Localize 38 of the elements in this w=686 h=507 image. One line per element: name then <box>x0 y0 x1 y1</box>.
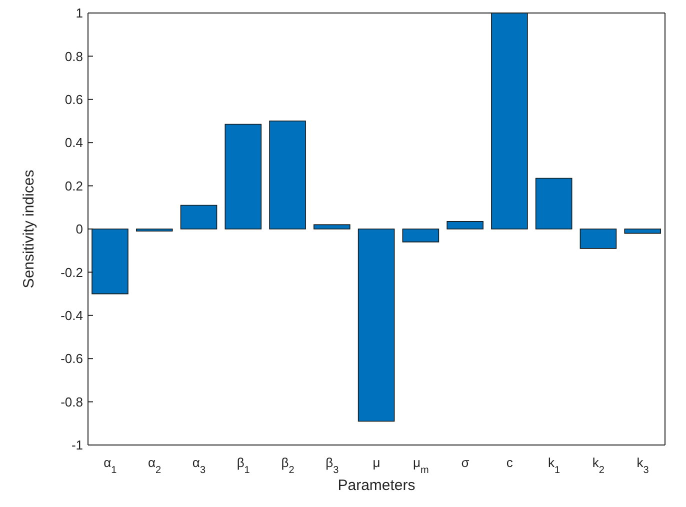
y-tick-label: 0.2 <box>64 178 83 194</box>
y-axis-title: Sensitivity indices <box>20 170 38 288</box>
bar <box>358 228 395 422</box>
x-tick-label: μ$_{m}$ <box>412 455 429 476</box>
x-tick-label: k$_{1}$ <box>548 455 561 476</box>
bar <box>224 124 262 230</box>
x-axis-title: Parameters <box>338 477 416 494</box>
bar <box>92 228 128 294</box>
y-tick-label: 0.4 <box>64 135 83 150</box>
x-tick-label: σ <box>461 455 470 470</box>
y-tick-label: 0.6 <box>64 92 83 108</box>
x-tick-label: α$_{1}$ <box>104 455 118 476</box>
x-tick-label: β$_{1}$ <box>236 455 250 476</box>
bar <box>314 224 350 230</box>
x-tick-label: α$_{3}$ <box>192 455 206 476</box>
x-tick-label: k$_{3}$ <box>636 455 650 476</box>
bar <box>180 204 218 230</box>
x-tick-label: c <box>506 455 514 470</box>
x-tick-label: β$_{3}$ <box>326 455 340 476</box>
y-tick-label: 0 <box>76 222 83 237</box>
bar <box>446 221 484 230</box>
y-tick-label: -0.4 <box>60 308 83 324</box>
y-tick-label: -0.6 <box>60 351 83 366</box>
bar <box>624 228 662 234</box>
y-tick-label: -1 <box>71 438 83 453</box>
bar <box>580 228 617 249</box>
y-tick-label: -0.2 <box>60 264 83 280</box>
bar <box>535 178 572 230</box>
y-tick-label: 1 <box>76 6 83 21</box>
y-tick-label: 0.8 <box>64 48 83 64</box>
y-tick-label: -0.8 <box>60 394 83 410</box>
x-tick-label: k$_{2}$ <box>592 455 605 476</box>
x-tick-label: α$_{2}$ <box>148 455 162 476</box>
x-tick-label: μ <box>372 455 380 470</box>
bar <box>402 228 440 242</box>
bar <box>269 120 306 230</box>
bar <box>136 228 173 232</box>
x-tick-label: β$_{2}$ <box>281 455 295 476</box>
